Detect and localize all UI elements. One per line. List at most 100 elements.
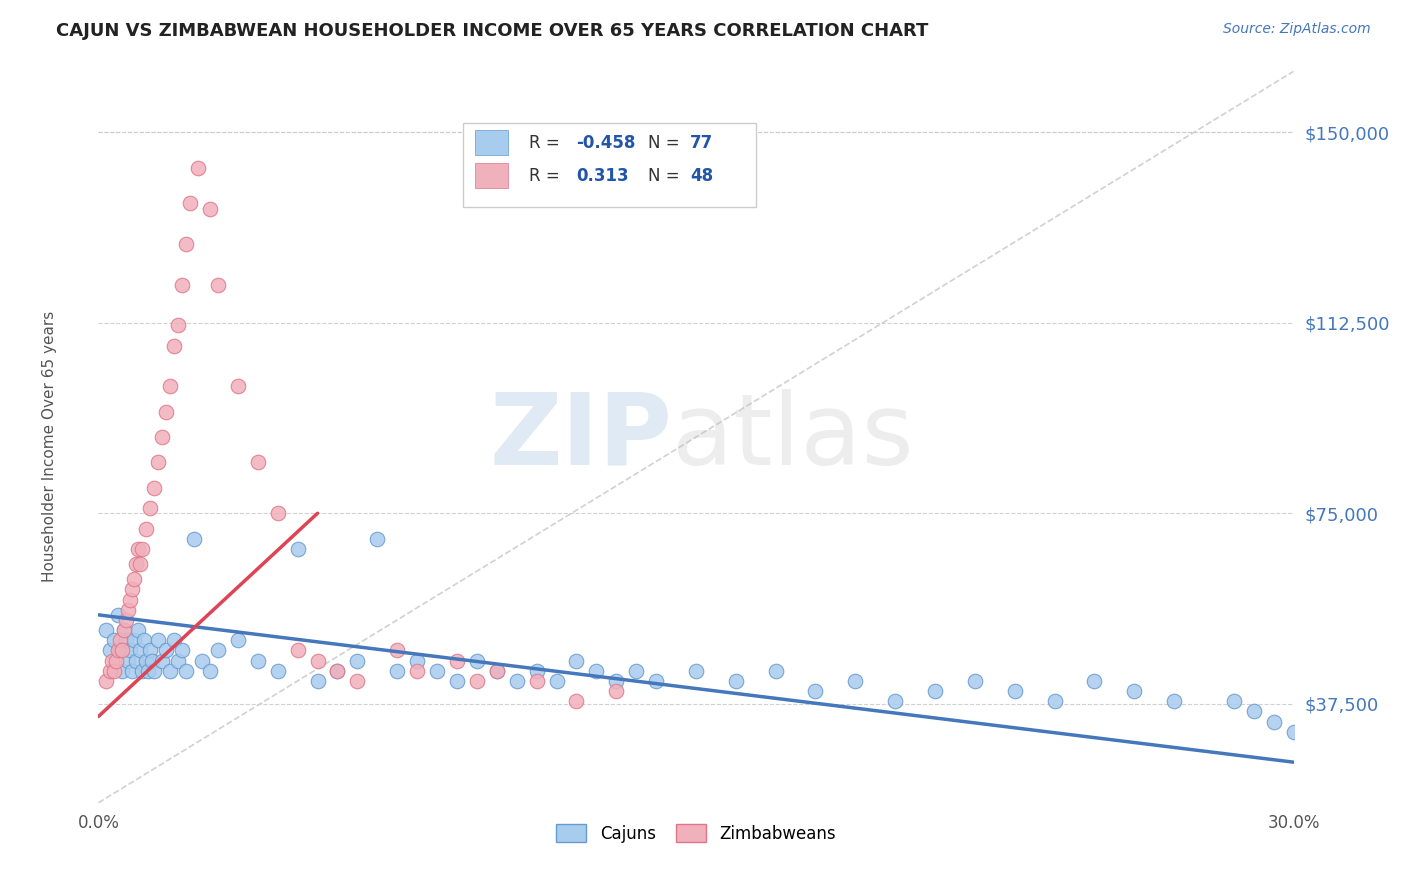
Point xyxy=(129,557,152,571)
Point xyxy=(96,673,118,688)
Point xyxy=(585,664,607,678)
Point xyxy=(124,572,146,586)
Point xyxy=(446,673,468,688)
Point xyxy=(385,643,409,657)
Point xyxy=(446,654,468,668)
Point xyxy=(191,654,214,668)
Point xyxy=(159,379,181,393)
Point xyxy=(136,664,159,678)
Point xyxy=(107,643,129,657)
Point xyxy=(645,673,668,688)
Point xyxy=(346,673,368,688)
Point xyxy=(121,664,143,678)
Point xyxy=(134,633,156,648)
Point xyxy=(115,633,138,648)
Text: N =: N = xyxy=(648,134,685,152)
Point xyxy=(1223,694,1246,708)
Text: R =: R = xyxy=(529,167,569,185)
Point xyxy=(198,202,221,216)
Point xyxy=(485,664,508,678)
Point xyxy=(139,501,162,516)
Text: 77: 77 xyxy=(690,134,713,152)
Point xyxy=(1263,714,1285,729)
Point xyxy=(526,664,548,678)
Point xyxy=(96,623,118,637)
Point xyxy=(115,613,138,627)
Point xyxy=(485,664,508,678)
Point xyxy=(1163,694,1185,708)
Text: -0.458: -0.458 xyxy=(576,134,636,152)
Point xyxy=(155,405,177,419)
Point xyxy=(307,654,329,668)
Point xyxy=(406,664,429,678)
Point xyxy=(148,633,170,648)
Point xyxy=(179,196,201,211)
Point xyxy=(101,654,124,668)
Point xyxy=(506,673,529,688)
Point xyxy=(1402,735,1406,749)
Point xyxy=(167,654,190,668)
Point xyxy=(150,654,173,668)
Point xyxy=(120,592,142,607)
Point xyxy=(150,430,173,444)
Point xyxy=(111,643,134,657)
Text: atlas: atlas xyxy=(672,389,914,485)
Point xyxy=(765,664,787,678)
Point xyxy=(1043,694,1066,708)
Point xyxy=(366,532,388,546)
Point xyxy=(1243,705,1265,719)
Text: 48: 48 xyxy=(690,167,713,185)
Point xyxy=(127,541,149,556)
Point xyxy=(1083,673,1105,688)
Point xyxy=(167,318,190,333)
Point xyxy=(103,664,125,678)
Point xyxy=(246,455,269,469)
Point xyxy=(207,643,229,657)
Point xyxy=(120,643,142,657)
Point xyxy=(307,673,329,688)
Point xyxy=(127,623,149,637)
Point xyxy=(626,664,648,678)
Point xyxy=(111,664,134,678)
Point xyxy=(287,643,309,657)
Point xyxy=(884,694,907,708)
Point xyxy=(287,541,309,556)
Point xyxy=(125,654,148,668)
Point xyxy=(103,633,125,648)
Point xyxy=(135,654,157,668)
Point xyxy=(143,664,166,678)
Point xyxy=(267,506,290,520)
Point xyxy=(385,664,409,678)
Point xyxy=(172,643,194,657)
Point xyxy=(1004,684,1026,698)
Point xyxy=(963,673,986,688)
Point xyxy=(129,643,152,657)
Text: Householder Income Over 65 years: Householder Income Over 65 years xyxy=(42,310,56,582)
Point xyxy=(183,532,205,546)
Point xyxy=(112,623,135,637)
Point xyxy=(465,673,488,688)
Point xyxy=(1302,705,1324,719)
Point xyxy=(141,654,163,668)
Point xyxy=(226,633,249,648)
Point xyxy=(155,643,177,657)
Point xyxy=(131,664,153,678)
Point xyxy=(110,633,132,648)
Point xyxy=(124,633,146,648)
Point xyxy=(172,277,194,292)
Point xyxy=(131,541,153,556)
Point xyxy=(526,673,548,688)
Text: R =: R = xyxy=(529,134,565,152)
Point xyxy=(117,603,139,617)
Point xyxy=(1123,684,1146,698)
Point xyxy=(198,664,221,678)
FancyBboxPatch shape xyxy=(475,163,509,187)
Point xyxy=(135,521,157,535)
Legend: Cajuns, Zimbabweans: Cajuns, Zimbabweans xyxy=(550,818,842,849)
Point xyxy=(105,654,128,668)
Point xyxy=(143,481,166,495)
Point xyxy=(125,557,148,571)
Point xyxy=(107,607,129,622)
Text: Source: ZipAtlas.com: Source: ZipAtlas.com xyxy=(1223,22,1371,37)
Point xyxy=(326,664,349,678)
